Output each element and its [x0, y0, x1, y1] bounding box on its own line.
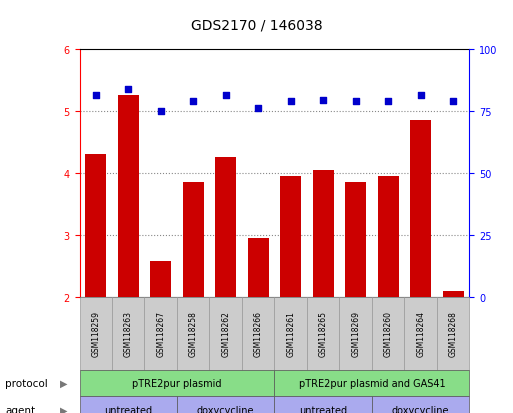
Bar	[378, 177, 399, 297]
Bar	[215, 158, 236, 297]
Point	[384, 99, 392, 106]
Point	[319, 97, 327, 104]
Bar	[85, 155, 106, 297]
Point	[254, 105, 262, 112]
Text: GSM118263: GSM118263	[124, 311, 133, 356]
Text: GSM118262: GSM118262	[221, 311, 230, 356]
Point	[156, 108, 165, 115]
Text: GSM118267: GSM118267	[156, 311, 165, 356]
Text: GSM118266: GSM118266	[254, 311, 263, 356]
Text: agent: agent	[5, 405, 35, 413]
Text: pTRE2pur plasmid and GAS41: pTRE2pur plasmid and GAS41	[299, 378, 445, 388]
Point	[189, 99, 198, 106]
Text: GSM118265: GSM118265	[319, 311, 328, 356]
Text: GSM118269: GSM118269	[351, 311, 360, 356]
Text: protocol: protocol	[5, 378, 48, 388]
Text: GDS2170 / 146038: GDS2170 / 146038	[191, 19, 322, 33]
Text: untreated: untreated	[104, 405, 152, 413]
Text: doxycycline: doxycycline	[197, 405, 254, 413]
Bar	[410, 121, 431, 297]
Text: GSM118268: GSM118268	[449, 311, 458, 356]
Text: untreated: untreated	[299, 405, 347, 413]
Text: GSM118260: GSM118260	[384, 311, 392, 356]
Point	[92, 93, 100, 100]
Text: ▶: ▶	[61, 405, 68, 413]
Bar	[248, 239, 269, 297]
Text: ▶: ▶	[61, 378, 68, 388]
Bar	[150, 261, 171, 297]
Bar	[183, 183, 204, 297]
Bar	[280, 177, 301, 297]
Point	[287, 99, 295, 106]
Text: GSM118264: GSM118264	[416, 311, 425, 356]
Point	[351, 99, 360, 106]
Text: GSM118261: GSM118261	[286, 311, 295, 356]
Text: doxycycline: doxycycline	[392, 405, 449, 413]
Point	[222, 93, 230, 100]
Text: pTRE2pur plasmid: pTRE2pur plasmid	[132, 378, 222, 388]
Bar	[117, 96, 139, 297]
Bar	[345, 183, 366, 297]
Text: GSM118259: GSM118259	[91, 311, 100, 356]
Bar	[443, 291, 464, 297]
Bar	[312, 171, 334, 297]
Text: GSM118258: GSM118258	[189, 311, 198, 356]
Point	[449, 99, 457, 106]
Point	[124, 87, 132, 93]
Point	[417, 93, 425, 100]
